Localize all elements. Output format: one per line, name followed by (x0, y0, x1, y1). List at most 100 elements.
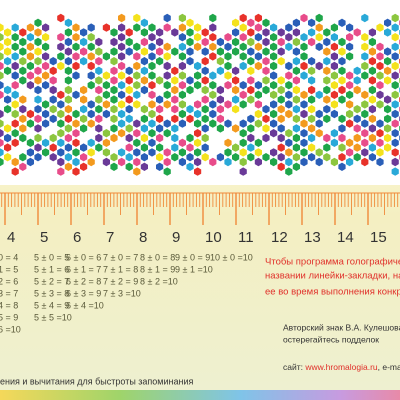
hexagon (315, 33, 323, 42)
hexagon (178, 52, 186, 61)
hexagon (26, 23, 34, 32)
hexagon (26, 138, 34, 147)
hexagon (72, 129, 80, 138)
hexagon (26, 157, 34, 167)
hexagon (140, 105, 148, 114)
hexagon (64, 124, 72, 133)
hexagon (232, 47, 240, 56)
hexagon (224, 148, 232, 157)
hexagon (376, 148, 384, 157)
hexagon (57, 42, 65, 51)
hexagon (368, 95, 376, 104)
hexagon (391, 23, 399, 32)
hexagon (140, 18, 148, 27)
hexagon (186, 153, 194, 162)
hexagon (57, 33, 65, 42)
hexagon (270, 52, 278, 61)
hexagon (346, 138, 354, 147)
equation: 5 ± 1 = 6 (34, 264, 69, 274)
hexagon (42, 23, 50, 32)
hexagon (368, 57, 376, 66)
site-link: www.hromalogia.ru (304, 362, 378, 372)
hexagon (133, 119, 141, 128)
hexagon (353, 133, 361, 143)
hexagon (194, 138, 202, 147)
hexagon (0, 90, 4, 99)
hexagon (0, 109, 4, 119)
hexagon (330, 61, 338, 71)
hexagon (110, 47, 118, 56)
hexagon (209, 100, 217, 109)
hexagon (270, 100, 278, 109)
hexagon (201, 114, 209, 123)
hexagon (247, 124, 255, 133)
hexagon (140, 143, 148, 152)
hexagon (34, 85, 42, 95)
hexagon (270, 61, 278, 71)
hexagon (330, 129, 338, 138)
hexagon (110, 57, 118, 66)
hexagon (156, 95, 164, 104)
hexagon (110, 76, 118, 85)
equation: 5 ± 4 = 9 (34, 300, 69, 310)
equation: 10 ± 0 =10 (210, 252, 253, 262)
ruler-numbers: 4 5 6 7 8 9 10 11 12 13 14 15 (7, 229, 387, 246)
hexagon (216, 105, 224, 114)
hexagon (209, 157, 217, 167)
hexagon (262, 37, 270, 47)
hexagon (262, 28, 270, 37)
hexagon (118, 81, 126, 90)
hexagon (292, 76, 300, 85)
hexagon (95, 66, 103, 75)
hexagon (308, 133, 316, 143)
hexagon (4, 28, 12, 37)
notice-line: Чтобы программа голографическ (265, 257, 400, 268)
hexagon (254, 138, 262, 147)
author-line: Авторский знак В.А. Кулешова, гаран (283, 322, 400, 332)
hexagon (368, 105, 376, 114)
hexagon (224, 61, 232, 71)
caption: ения и вычитания для быстроты запоминани… (0, 376, 193, 386)
hexagon (254, 90, 262, 99)
hexagon (247, 143, 255, 152)
hexagon (57, 90, 65, 99)
hexagon (216, 114, 224, 123)
hexagon (216, 66, 224, 75)
hexagon (262, 153, 270, 162)
hexagon (232, 18, 240, 27)
hexagon (178, 109, 186, 119)
hexagon (308, 114, 316, 123)
hexagon (171, 153, 179, 162)
hexagon (34, 37, 42, 47)
hexagon (216, 37, 224, 47)
hexagon (42, 33, 50, 42)
hexagon (232, 37, 240, 47)
math-table: 0 = 4 1 = 5 2 = 6 3 = 7 4 = 8 5 = 9 6 =10 5 ± 0… (0, 252, 253, 334)
hexagon (239, 81, 247, 90)
hexagon (133, 90, 141, 99)
hexagon (49, 85, 57, 95)
hexagon (292, 105, 300, 114)
hexagon (292, 57, 300, 66)
hexagon (178, 100, 186, 109)
hexagon (239, 129, 247, 138)
hexagon (133, 81, 141, 90)
hexagon (194, 100, 202, 109)
hexagon (110, 105, 118, 114)
hexagon (270, 23, 278, 32)
hexagon (308, 76, 316, 85)
hexagon (19, 124, 27, 133)
hexagon (346, 100, 354, 109)
hexagon (300, 138, 308, 147)
hexagon (277, 85, 285, 95)
hexagon (133, 148, 141, 157)
equation: 9 ± 1 =10 (175, 264, 213, 274)
hexagon (125, 76, 133, 85)
ruler-number: 12 (271, 229, 288, 246)
hexagon (315, 61, 323, 71)
hexagon (368, 28, 376, 37)
hexagon (42, 81, 50, 90)
hexagon (186, 85, 194, 95)
hexagon (277, 57, 285, 66)
hexagon (262, 133, 270, 143)
